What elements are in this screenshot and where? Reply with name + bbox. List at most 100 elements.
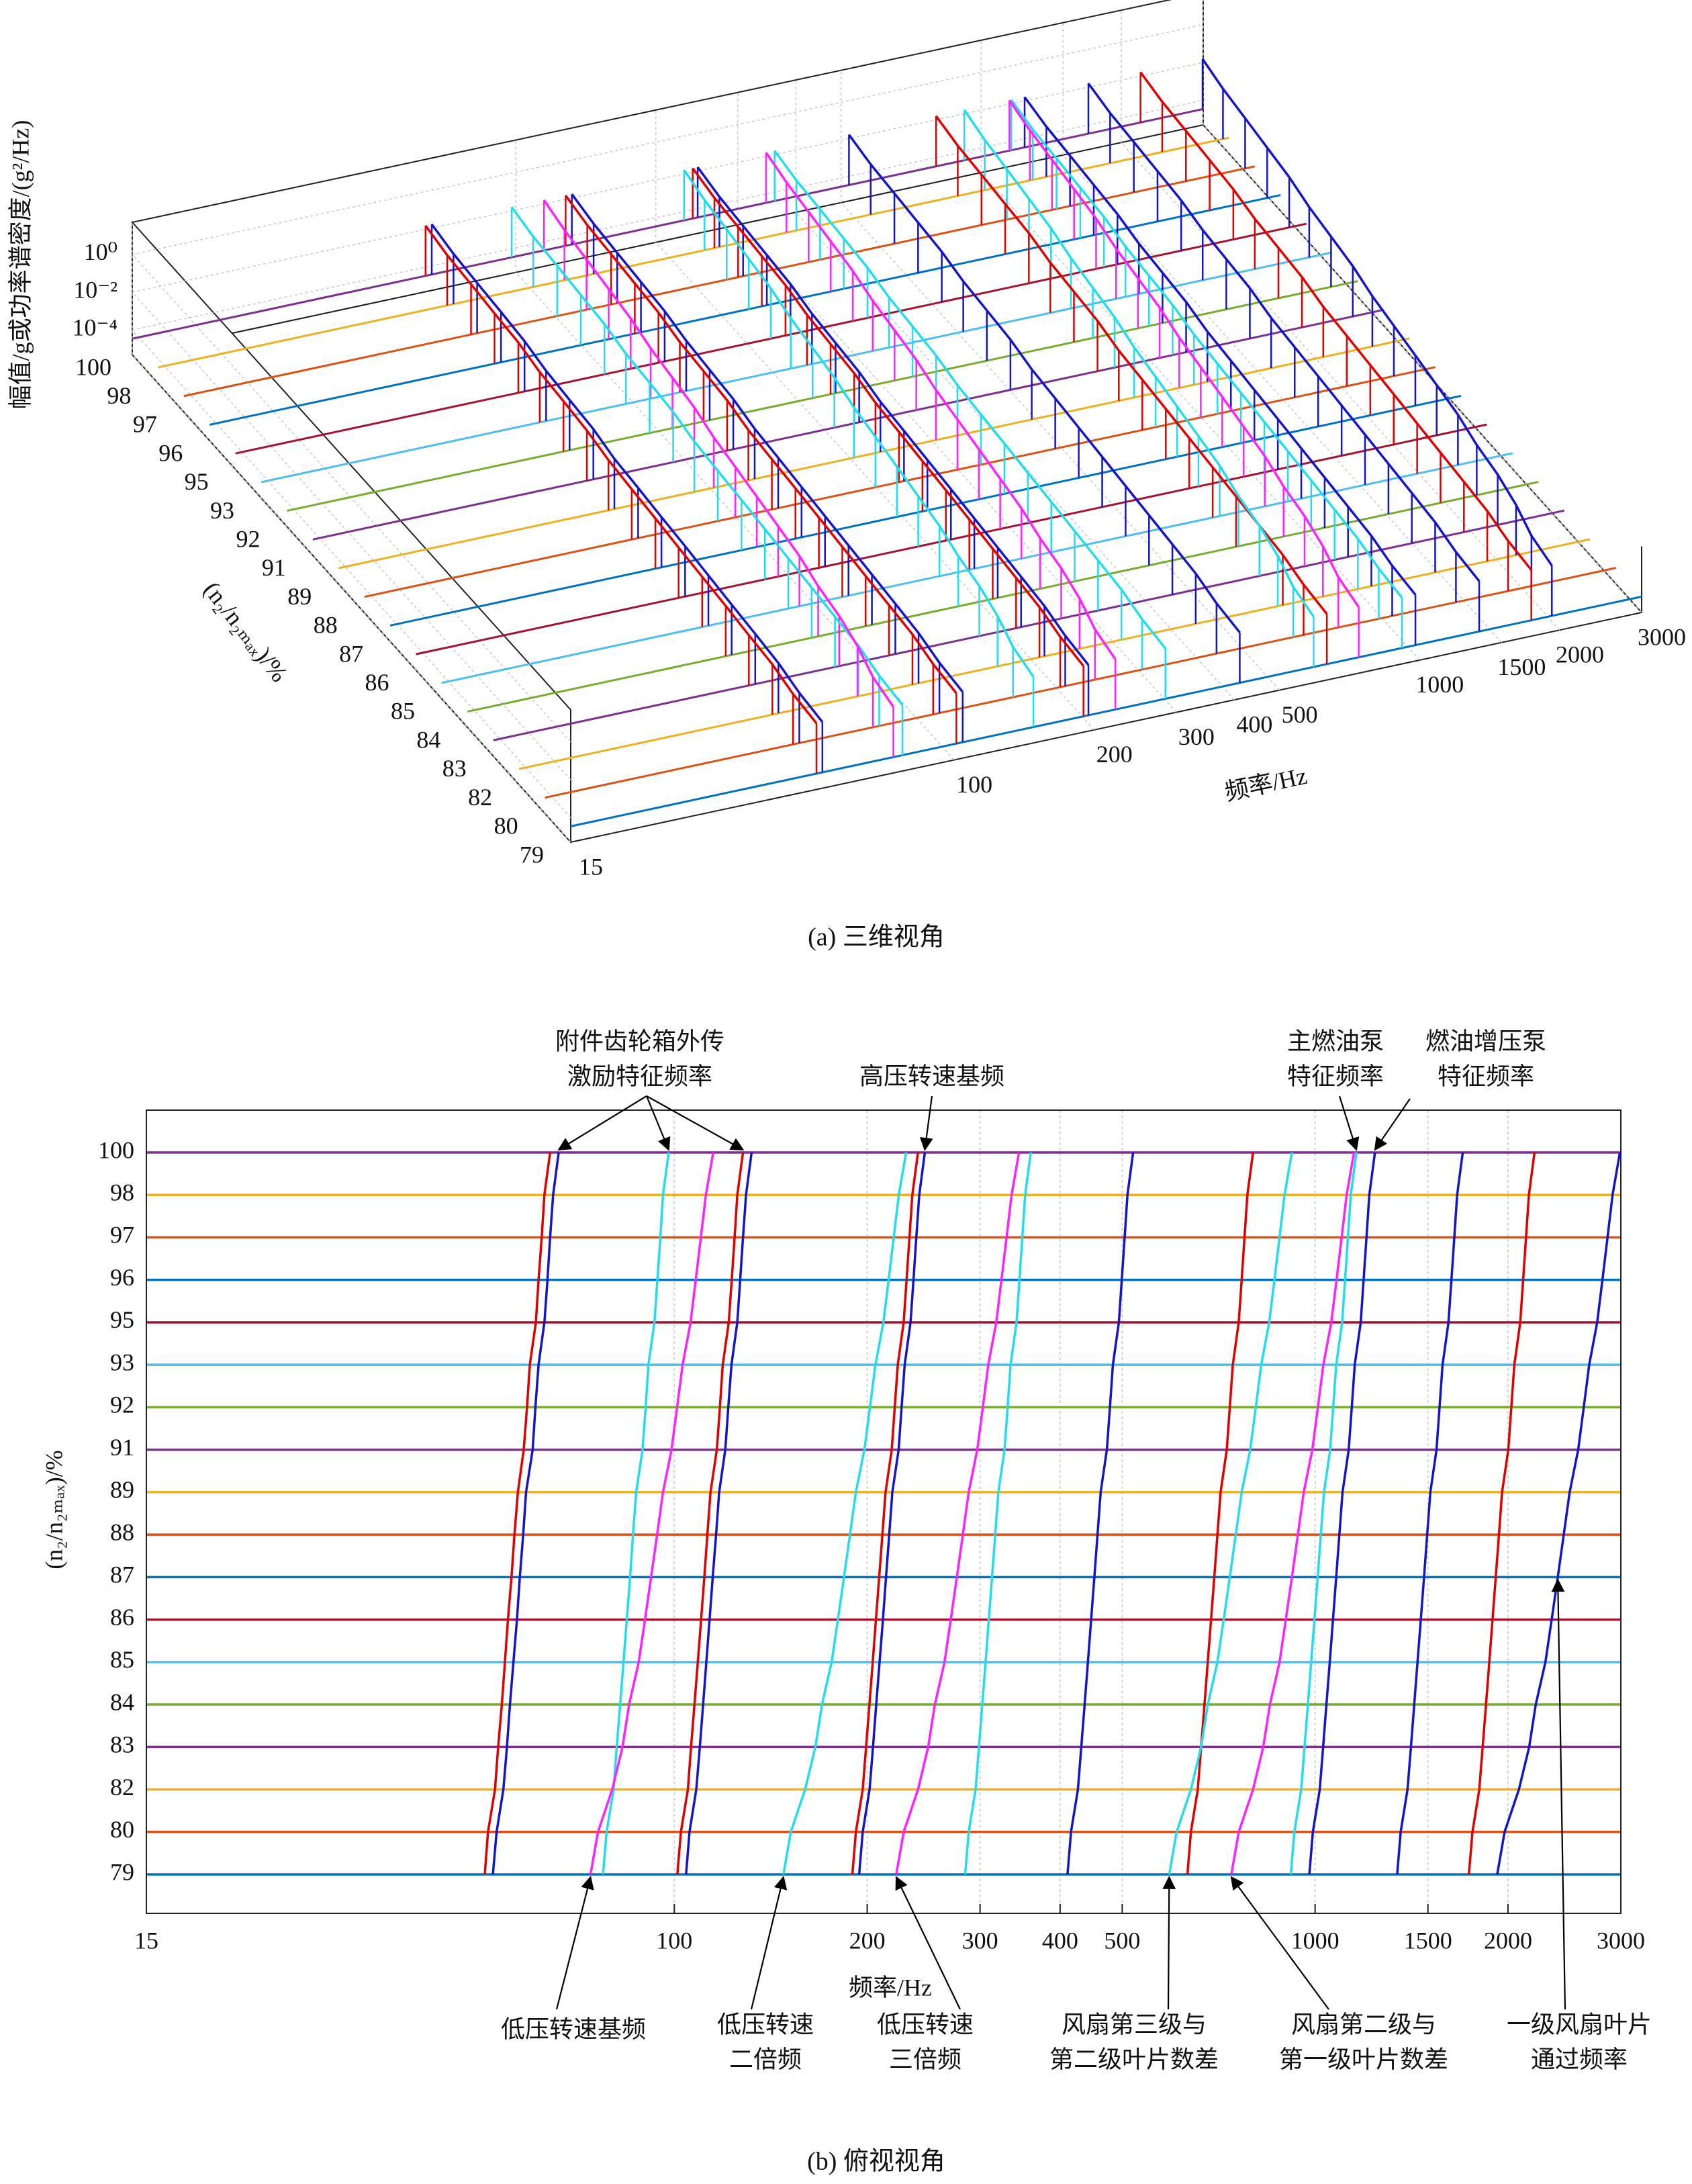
order-track: [430, 223, 824, 723]
y-tick-label: 84: [110, 1688, 134, 1715]
x-tick-label: 1000: [1415, 671, 1464, 698]
order-line: [685, 1152, 753, 1875]
x-tick-label: 100: [956, 771, 992, 798]
order-track: [1010, 99, 1403, 599]
grid-line: [131, 24, 1204, 743]
order-line: [676, 1152, 745, 1875]
annotation-text: 高压转速基频: [859, 1062, 1004, 1089]
annotation-text: 通过频率: [1531, 2046, 1628, 2073]
grid-line: [655, 109, 1095, 731]
annotation-arrow: [1551, 1578, 1566, 2010]
grid-line: [132, 222, 571, 843]
order-track: [765, 152, 1117, 660]
order-track: [424, 224, 818, 725]
annotation-arrow: [919, 1095, 933, 1151]
z-tick-label: 10⁻²: [73, 276, 117, 303]
x-tick-label: 400: [1236, 711, 1272, 737]
y-tick-label: 87: [339, 640, 363, 667]
x-axis-label: 频率/Hz: [1222, 762, 1309, 806]
y-tick-label: 97: [133, 411, 157, 438]
order-line: [491, 1152, 560, 1875]
y-tick-label: 100: [75, 353, 111, 380]
y-tick-label: 80: [494, 813, 518, 839]
z-tick-label: 10⁰: [84, 238, 117, 265]
y-tick-label: 82: [468, 784, 492, 811]
annotation-text: 激励特征频率: [567, 1062, 712, 1089]
row-spectrum: [364, 366, 1436, 598]
annotation-arrow: [557, 1095, 647, 1151]
x-tick-label: 300: [962, 1927, 998, 1954]
annotation-text: 第二级叶片数差: [1049, 2046, 1219, 2073]
row-spectrum: [493, 509, 1565, 741]
order-track: [1008, 99, 1360, 608]
y-tick-label: 98: [110, 1179, 134, 1206]
x-tick-label: 2000: [1484, 1927, 1532, 1954]
x-tick-label: 200: [1096, 741, 1133, 768]
y-axis-label: (n₂/n₂ₘₐₓ)/%: [199, 576, 293, 686]
order-track: [543, 199, 894, 708]
annotation-text: 风扇第三级与: [1062, 2011, 1207, 2038]
x-tick-label: 400: [1042, 1927, 1078, 1954]
x-tick-label: 100: [656, 1927, 692, 1954]
annotation-arrow: [645, 1095, 671, 1151]
annotation-text: 低压转速: [717, 2011, 814, 2038]
order-line: [963, 1152, 1032, 1875]
annotation-arrow: [750, 1876, 788, 2010]
y-tick-label: 95: [110, 1306, 134, 1333]
y-tick-label: 93: [210, 497, 234, 524]
y-tick-label: 83: [442, 755, 467, 782]
y-tick-label: 86: [365, 669, 389, 696]
order-track: [1023, 96, 1417, 596]
annotation-text: 特征频率: [1438, 1062, 1534, 1089]
annotation-arrow: [1162, 1876, 1176, 2010]
annotation-text: 二倍频: [729, 2046, 802, 2073]
row-spectrum: [209, 194, 1281, 426]
y-tick-label: 86: [110, 1604, 134, 1631]
x-tick-label: 1500: [1404, 1927, 1452, 1954]
row-spectrum: [261, 251, 1333, 484]
row-spectrum: [441, 452, 1513, 684]
annotation-text: 附件齿轮箱外传: [555, 1028, 724, 1054]
y-axis-label: (n₂/n₂ₘₐₓ)/%: [40, 1450, 67, 1569]
grid-line: [1062, 22, 1502, 643]
annotation-text: 燃油增压泵: [1425, 1028, 1546, 1054]
order-track: [571, 193, 964, 693]
caption-a: (a) 三维视角: [808, 923, 945, 952]
annotation-text: 主燃油泵: [1287, 1028, 1384, 1054]
y-tick-label: 91: [110, 1434, 134, 1461]
x-tick-label: 2000: [1556, 641, 1604, 668]
caption-b: (b) 俯视视角: [807, 2148, 945, 2176]
order-line: [1168, 1152, 1293, 1875]
annotation-arrow: [1230, 1876, 1329, 2010]
x-tick-label: 15: [134, 1927, 158, 1954]
plot-frame: [146, 1109, 1621, 1914]
order-line: [602, 1152, 670, 1875]
y-tick-label: 88: [110, 1518, 134, 1545]
y-tick-label: 98: [107, 382, 131, 409]
y-tick-label: 85: [391, 698, 415, 725]
row-spectrum: [287, 280, 1358, 512]
order-track: [510, 206, 904, 706]
y-tick-label: 80: [110, 1816, 134, 1843]
order-track: [696, 166, 1090, 666]
row-spectrum: [545, 567, 1616, 799]
annotation-arrow: [646, 1095, 745, 1150]
y-tick-label: 79: [110, 1858, 134, 1885]
y-tick-label: 82: [110, 1774, 134, 1801]
order-line: [895, 1152, 1021, 1875]
grid-line: [1203, 0, 1642, 613]
order-line: [1308, 1152, 1376, 1875]
x-tick-label: 3000: [1597, 1927, 1645, 1954]
annotation-text: 特征频率: [1287, 1062, 1384, 1089]
annotation-arrow: [1338, 1095, 1360, 1151]
y-tick-label: 89: [287, 583, 312, 610]
y-tick-label: 83: [110, 1731, 134, 1758]
order-line: [1066, 1152, 1135, 1875]
order-line: [1396, 1152, 1464, 1875]
order-track: [847, 134, 1241, 633]
grid-line: [131, 99, 1204, 818]
annotation-arrow: [555, 1876, 594, 2010]
x-tick-label: 1000: [1291, 1927, 1340, 1954]
